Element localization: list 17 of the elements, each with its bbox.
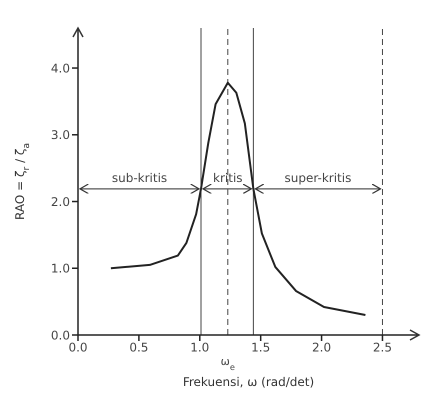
x-tick-label: 0.5 xyxy=(129,340,148,355)
line-series xyxy=(110,82,366,316)
ref-line-label: ω$_{e}$ xyxy=(220,355,235,372)
x-axis-title: Frekuensi, ω (rad/det) xyxy=(182,375,314,389)
y-tick-label: 2.0 xyxy=(50,194,70,209)
y-tick-label: 0.0 xyxy=(50,328,70,342)
y-tick-label: 1.0 xyxy=(50,262,70,276)
x-tick-label: 0.0 xyxy=(68,340,88,355)
annotation: super-kritis xyxy=(284,170,352,185)
x-tick-label: 2.0 xyxy=(312,340,332,355)
annotation: kritis xyxy=(213,170,243,185)
x-tick-label: 2.5 xyxy=(372,340,392,355)
y-tick-label: 4.0 xyxy=(50,61,70,76)
annotation: sub-kritis xyxy=(112,170,168,185)
x-tick-label: 1.0 xyxy=(190,340,210,355)
x-tick-label: 1.5 xyxy=(251,340,270,355)
y-tick-label: 3.0 xyxy=(50,128,70,142)
